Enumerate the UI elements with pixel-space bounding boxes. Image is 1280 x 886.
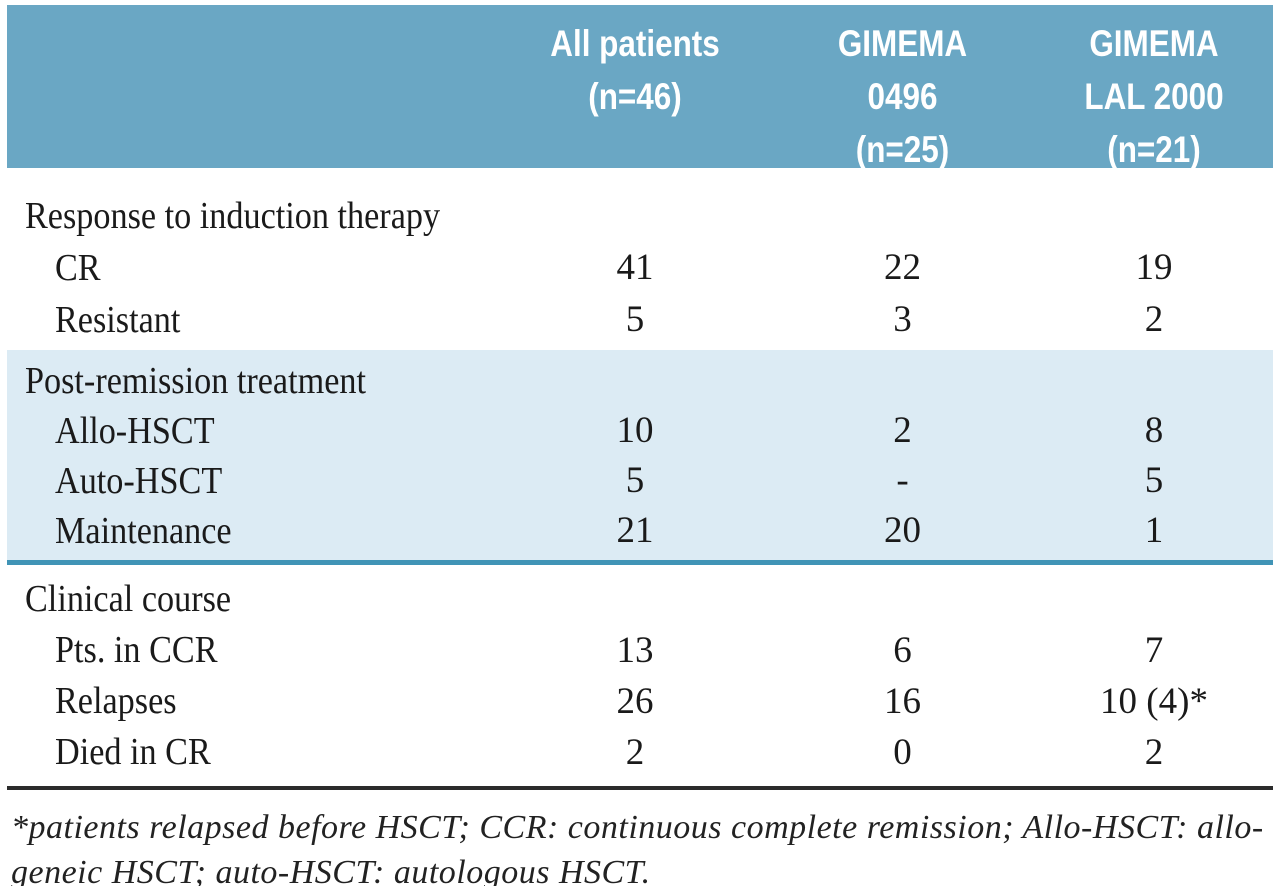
row-label-text: Died in CR: [55, 731, 211, 773]
cell-value: 5: [1144, 460, 1164, 501]
table-row-auto-hsct: Auto-HSCT 5 - 5: [7, 456, 1273, 506]
empty-cell: [1035, 573, 1273, 625]
row-label-text: CR: [55, 247, 101, 289]
header-col-gimema-0496: GIMEMA 0496 (n=25): [770, 17, 1035, 176]
row-label-text: Auto-HSCT: [55, 460, 223, 502]
row-label: Allo-HSCT: [7, 406, 500, 456]
table-row-allo-hsct: Allo-HSCT 10 2 8: [7, 406, 1273, 456]
header-line: All patients: [550, 23, 720, 64]
row-label-text: Maintenance: [55, 510, 232, 552]
header-line: LAL 2000: [1084, 76, 1224, 117]
section-title-text: Post-remission treatment: [25, 360, 367, 402]
header-empty-cell: [7, 17, 500, 176]
empty-cell: [1035, 190, 1273, 242]
row-label-text: Allo-HSCT: [55, 410, 215, 452]
row-label: Died in CR: [7, 727, 500, 778]
cell-value: 2: [1144, 732, 1164, 773]
table-row-pts-in-ccr: Pts. in CCR 13 6 7: [7, 625, 1273, 676]
cell-value: 7: [1144, 630, 1164, 671]
cell-value: 13: [616, 630, 654, 671]
empty-cell: [500, 190, 770, 242]
cell-value: 5: [625, 460, 645, 501]
cell-value: 8: [1144, 410, 1164, 451]
footnote-line: geneic HSCT; auto-HSCT: autologous HSCT.: [11, 854, 651, 886]
section-post-remission: Post-remission treatment Allo-HSCT 10 2 …: [7, 350, 1273, 560]
table-row-relapses: Relapses 26 16 10 (4)*: [7, 676, 1273, 727]
header-col-gimema-lal2000: GIMEMA LAL 2000 (n=21): [1035, 17, 1273, 176]
table-row-died-in-cr: Died in CR 2 0 2: [7, 727, 1273, 778]
section-title-text: Response to induction therapy: [25, 195, 441, 237]
table-row-maintenance: Maintenance 21 20 1: [7, 506, 1273, 556]
row-label: Maintenance: [7, 506, 500, 556]
header-line: GIMEMA: [1089, 23, 1219, 64]
cell-value: 21: [616, 510, 654, 551]
cell-value: 5: [625, 299, 645, 340]
section-title-row: Response to induction therapy: [7, 190, 1273, 242]
section-title-row: Post-remission treatment: [7, 356, 1273, 406]
cell-value: 26: [616, 681, 654, 722]
cell-value: 2: [893, 410, 912, 451]
row-label-text: Pts. in CCR: [55, 629, 218, 671]
section-response-to-induction: Response to induction therapy CR 41 22 1…: [7, 168, 1273, 350]
row-label-text: Relapses: [55, 680, 177, 722]
empty-cell: [770, 356, 1035, 406]
section-title-text: Clinical course: [25, 578, 232, 620]
cell-value: 3: [893, 299, 912, 340]
cell-value: 22: [884, 247, 921, 288]
cell-value: -: [896, 460, 909, 501]
row-label: Auto-HSCT: [7, 456, 500, 506]
section-title-row: Clinical course: [7, 573, 1273, 625]
table-header: All patients (n=46) GIMEMA 0496 (n=25) G…: [7, 5, 1273, 170]
table-row-resistant: Resistant 5 3 2: [7, 294, 1273, 346]
empty-cell: [500, 356, 770, 406]
row-label: Resistant: [7, 294, 500, 346]
header-line: 0496: [867, 76, 938, 117]
cell-value: 2: [1144, 299, 1164, 340]
empty-cell: [500, 573, 770, 625]
cell-value: 19: [1135, 247, 1173, 288]
header-line: GIMEMA: [837, 23, 968, 64]
table-footnote: *patients relapsed before HSCT; CCR: con…: [7, 805, 1273, 886]
section-clinical-course: Clinical course Pts. in CCR 13 6 7 Relap…: [7, 565, 1273, 784]
empty-cell: [770, 573, 1035, 625]
cell-value: 1: [1144, 510, 1164, 551]
section-title: Clinical course: [7, 573, 500, 625]
cell-value: 6: [893, 630, 912, 671]
row-label: Relapses: [7, 676, 500, 727]
empty-cell: [770, 190, 1035, 242]
header-col-all-patients: All patients (n=46): [500, 17, 770, 176]
header-line: (n=21): [1107, 129, 1201, 170]
cell-value: 20: [884, 510, 921, 551]
empty-cell: [1035, 356, 1273, 406]
cell-value: 2: [625, 732, 645, 773]
section-title: Response to induction therapy: [7, 190, 500, 242]
patients-outcome-table: All patients (n=46) GIMEMA 0496 (n=25) G…: [7, 5, 1273, 886]
cell-value: 10: [616, 410, 654, 451]
cell-value: 10 (4)*: [1100, 681, 1208, 722]
footnote-line: *patients relapsed before HSCT; CCR: con…: [11, 809, 1264, 846]
header-line: (n=46): [588, 76, 682, 117]
row-label-text: Resistant: [55, 299, 181, 341]
row-label: Pts. in CCR: [7, 625, 500, 676]
cell-value: 0: [893, 732, 912, 773]
table-row-cr: CR 41 22 19: [7, 242, 1273, 294]
row-label: CR: [7, 242, 500, 294]
teal-section-divider: [7, 560, 1273, 565]
section-title: Post-remission treatment: [7, 356, 500, 406]
header-line: (n=25): [855, 129, 950, 170]
cell-value: 41: [616, 247, 654, 288]
cell-value: 16: [884, 681, 921, 722]
footnote-rule: [7, 786, 1273, 790]
